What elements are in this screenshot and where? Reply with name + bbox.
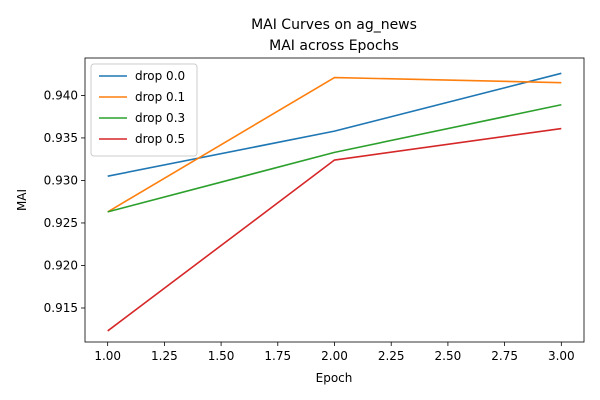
y-tick-label: 0.930	[44, 173, 78, 187]
series-line-3	[107, 127, 562, 332]
plot-lines	[107, 72, 562, 332]
legend-label-0: drop 0.0	[135, 69, 185, 83]
x-tick-label: 2.25	[378, 349, 405, 363]
y-tick-label: 0.920	[44, 258, 78, 272]
x-tick-label: 1.25	[151, 349, 178, 363]
legend-label-1: drop 0.1	[135, 90, 185, 104]
legend: drop 0.0 drop 0.1 drop 0.3 drop 0.5	[90, 63, 198, 157]
x-axis: 1.00 1.25 1.50 1.75 2.00 2.25 2.50 2.75 3.00	[94, 342, 575, 363]
y-tick-label: 0.915	[44, 301, 78, 315]
chart-title: MAI Curves on ag_news	[251, 17, 417, 33]
y-tick-label: 0.935	[44, 131, 78, 145]
x-tick-label: 2.00	[321, 349, 348, 363]
x-tick-label: 2.50	[435, 349, 462, 363]
legend-label-3: drop 0.5	[135, 132, 185, 146]
y-axis: 0.915 0.920 0.925 0.930 0.935 0.940	[44, 88, 85, 315]
x-tick-label: 2.75	[491, 349, 518, 363]
y-tick-label: 0.925	[44, 216, 78, 230]
series-line-1	[107, 76, 562, 213]
x-tick-label: 1.75	[264, 349, 291, 363]
legend-label-2: drop 0.3	[135, 111, 185, 125]
series-line-2	[107, 103, 562, 213]
series-line-0	[107, 72, 562, 177]
y-tick-label: 0.940	[44, 88, 78, 102]
x-axis-label: Epoch	[316, 371, 353, 385]
x-tick-label: 1.50	[208, 349, 235, 363]
chart-subtitle: MAI across Epochs	[269, 38, 399, 54]
x-tick-label: 3.00	[548, 349, 575, 363]
y-axis-label: MAI	[15, 189, 29, 211]
legend-box	[90, 63, 198, 157]
x-tick-label: 1.00	[94, 349, 121, 363]
